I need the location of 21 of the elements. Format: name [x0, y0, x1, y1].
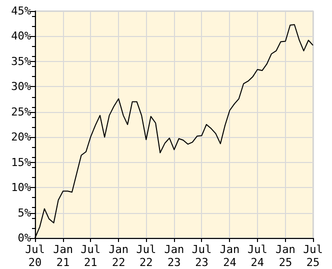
- x-tick-label: Jul 22: [136, 243, 156, 269]
- y-tick-label: 0%: [18, 232, 32, 244]
- x-tick-label: Jan 23: [164, 243, 184, 269]
- y-tick-label: 25%: [11, 105, 32, 118]
- x-tick-label: Jul 21: [80, 243, 101, 269]
- x-tick-label: Jul 20: [25, 243, 45, 269]
- x-tick-label: Jan 25: [276, 243, 296, 269]
- x-tick-label: Jul 24: [247, 243, 268, 269]
- x-tick-label: Jan 24: [220, 243, 240, 269]
- x-tick-label: Jan 22: [108, 243, 129, 269]
- x-tick-label: Jan 21: [53, 243, 73, 269]
- y-tick-label: 40%: [11, 30, 32, 43]
- x-tick-label: Jul 25: [303, 243, 323, 269]
- y-tick-label: 30%: [11, 80, 32, 94]
- y-tick-label: 10%: [11, 181, 32, 194]
- y-tick-label: 5%: [18, 206, 32, 220]
- y-tick-label: 20%: [11, 130, 32, 144]
- x-tick-label: Jul 23: [192, 243, 212, 269]
- y-tick-label: 35%: [11, 54, 32, 68]
- y-tick-label: 45%: [11, 4, 32, 18]
- y-tick-label: 15%: [11, 156, 32, 169]
